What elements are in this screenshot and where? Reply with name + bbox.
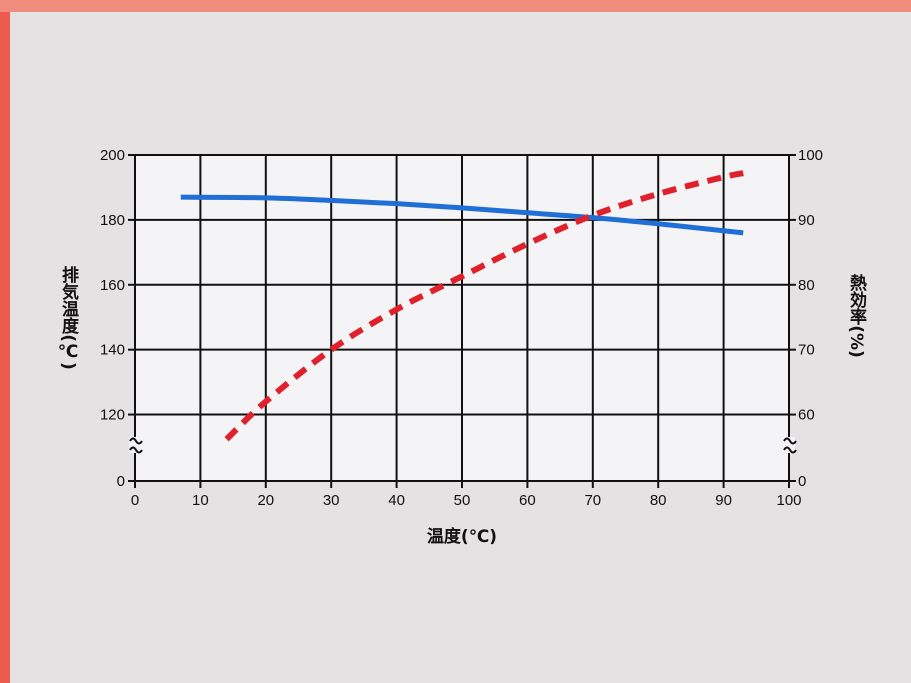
- right-y-tick-label: 100: [798, 147, 823, 164]
- left-y-tick-label: 140: [100, 342, 125, 359]
- x-axis-title: 温度(℃): [427, 526, 497, 547]
- tick-labels: 0 10 20 30 40 50 60 70 80 90 100 120 60 140 70 160 80 180…: [100, 147, 823, 509]
- x-tick-label: 70: [584, 492, 601, 509]
- left-y-tick-label: 0: [117, 473, 125, 490]
- right-y-tick-label: 90: [798, 212, 815, 229]
- series-line-exhaust-temperature: [180, 194, 744, 236]
- x-tick-label: 90: [715, 492, 732, 509]
- left-y-tick-label: 180: [100, 212, 125, 229]
- x-tick-label: 80: [650, 492, 667, 509]
- ticks: [128, 154, 796, 488]
- x-tick-label: 100: [776, 492, 801, 509]
- right-y-tick-label: 70: [798, 342, 815, 359]
- series-line-thermal-efficiency: [224, 170, 744, 442]
- x-tick-label: 40: [388, 492, 405, 509]
- x-tick-label: 60: [519, 492, 536, 509]
- right-axis-title: 熱効率(%): [846, 273, 867, 358]
- axis-break-mark: [783, 446, 797, 454]
- left-y-tick-label: 200: [100, 147, 125, 164]
- axis-breaks: [129, 437, 797, 454]
- x-tick-label: 10: [192, 492, 209, 509]
- right-y-tick-label: 0: [798, 473, 806, 490]
- left-y-tick-label: 120: [100, 407, 125, 424]
- axis-break-mark: [129, 446, 143, 454]
- left-axis-title: 排気温度(℃): [58, 265, 80, 370]
- right-y-tick-label: 80: [798, 277, 815, 294]
- grid: [135, 155, 789, 481]
- x-tick-label: 0: [131, 492, 139, 509]
- x-tick-label: 20: [257, 492, 274, 509]
- right-y-tick-label: 60: [798, 407, 815, 424]
- series-layer: [180, 170, 744, 442]
- left-y-tick-label: 160: [100, 277, 125, 294]
- axis-break-mark: [783, 437, 797, 445]
- x-tick-label: 50: [454, 492, 471, 509]
- top-band: [0, 0, 911, 12]
- axis-break-mark: [129, 437, 143, 445]
- x-tick-label: 30: [323, 492, 340, 509]
